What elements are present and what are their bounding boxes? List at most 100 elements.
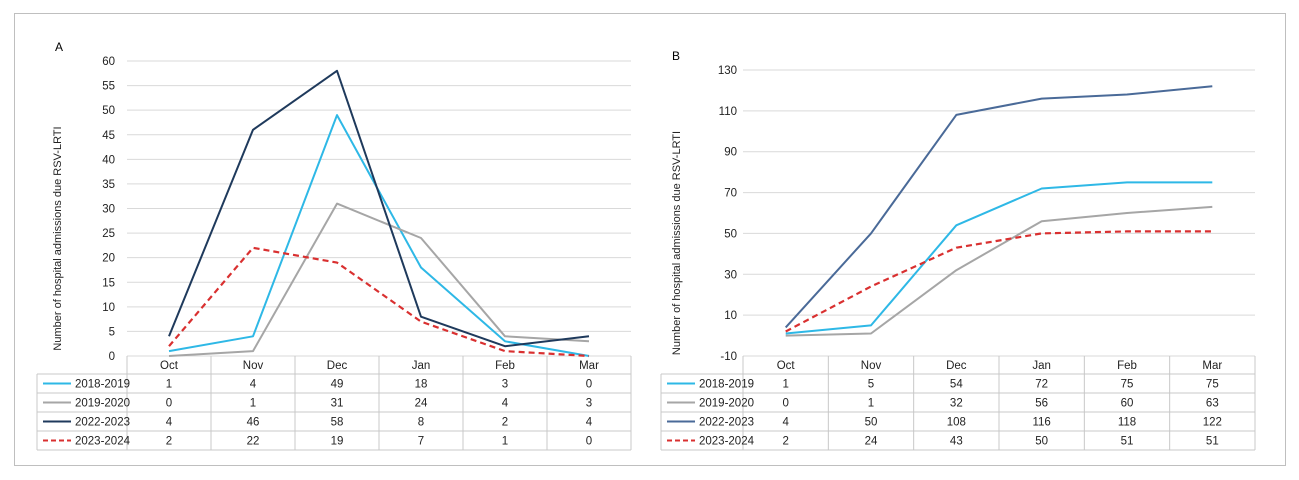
data-label-b-2: 118 xyxy=(1118,417,1136,429)
data-label-a-1: 31 xyxy=(331,398,344,410)
y-tick-label-b: 90 xyxy=(724,147,737,159)
data-label-b-1: 60 xyxy=(1121,398,1134,410)
figure-frame: A 0 5 10 15 20 25 30 35 40 45 50 55 60 Number of hospi… xyxy=(14,13,1286,466)
data-label-b-1: 1 xyxy=(868,398,874,410)
data-label-b-0: 75 xyxy=(1121,379,1134,391)
data-label-a-2: 4 xyxy=(166,417,173,429)
data-label-b-0: 75 xyxy=(1206,379,1219,391)
data-label-b-2: 116 xyxy=(1032,417,1050,429)
x-tick-label-a: Nov xyxy=(243,360,264,372)
y-tick-label-a: 55 xyxy=(102,81,115,93)
legend-label-b-3: 2023-2024 xyxy=(699,436,755,448)
series-line-b-2 xyxy=(784,85,1213,329)
legend-label-a-2: 2022-2023 xyxy=(75,417,130,429)
data-label-b-1: 0 xyxy=(782,398,788,410)
legend-label-b-2: 2022-2023 xyxy=(699,417,754,429)
data-label-a-0: 0 xyxy=(586,379,592,391)
data-label-a-0: 4 xyxy=(250,379,257,391)
data-label-b-3: 43 xyxy=(950,436,963,448)
data-label-a-1: 0 xyxy=(166,398,172,410)
data-label-b-0: 72 xyxy=(1035,379,1048,391)
series-line-b-0 xyxy=(785,181,1213,335)
y-tick-label-b: 10 xyxy=(724,310,737,322)
x-tick-label-b: Jan xyxy=(1032,360,1051,372)
y-tick-label-b: -10 xyxy=(720,351,737,363)
data-label-a-3: 22 xyxy=(247,436,260,448)
x-tick-label-a: Jan xyxy=(412,360,431,372)
data-label-a-3: 0 xyxy=(586,436,592,448)
data-label-a-2: 46 xyxy=(247,417,260,429)
series-line-a-1 xyxy=(168,202,590,357)
y-tick-label-a: 35 xyxy=(102,179,115,191)
y-tick-label-a: 40 xyxy=(102,154,115,166)
data-label-b-3: 50 xyxy=(1035,436,1048,448)
data-label-b-0: 1 xyxy=(782,379,788,391)
data-label-b-3: 24 xyxy=(865,436,878,448)
panel-label-b: B xyxy=(672,49,680,63)
data-label-b-2: 122 xyxy=(1203,417,1222,429)
x-tick-label-b: Nov xyxy=(861,360,882,372)
y-tick-label-a: 20 xyxy=(102,253,115,265)
data-label-b-2: 108 xyxy=(947,417,966,429)
y-tick-label-b: 70 xyxy=(724,188,737,200)
data-label-b-0: 5 xyxy=(868,379,874,391)
data-label-a-1: 1 xyxy=(250,398,256,410)
data-label-b-0: 54 xyxy=(950,379,963,391)
y-tick-label-a: 45 xyxy=(102,130,115,142)
series-line-b-1 xyxy=(785,205,1213,337)
y-tick-label-a: 0 xyxy=(109,351,115,363)
x-tick-label-b: Mar xyxy=(1202,360,1222,372)
x-tick-label-b: Dec xyxy=(946,360,967,372)
data-label-a-2: 4 xyxy=(586,417,593,429)
y-tick-label-b: 50 xyxy=(724,228,737,240)
y-tick-label-b: 130 xyxy=(718,65,737,77)
y-tick-label-a: 15 xyxy=(102,277,115,289)
x-tick-label-b: Feb xyxy=(1117,360,1137,372)
x-tick-label-a: Dec xyxy=(327,360,348,372)
data-label-a-1: 4 xyxy=(502,398,509,410)
y-axis-label-b: Number of hospital admissions due RSV-LR… xyxy=(671,131,683,355)
data-label-a-2: 8 xyxy=(418,417,424,429)
y-tick-label-a: 25 xyxy=(102,228,115,240)
data-label-a-0: 18 xyxy=(415,379,428,391)
data-label-a-0: 49 xyxy=(331,379,344,391)
y-tick-label-a: 10 xyxy=(102,302,115,314)
data-label-b-3: 51 xyxy=(1206,436,1219,448)
legend-label-a-1: 2019-2020 xyxy=(75,398,130,410)
y-tick-label-a: 50 xyxy=(102,105,115,117)
series-line-a-0 xyxy=(168,114,590,357)
data-label-a-3: 19 xyxy=(331,436,344,448)
data-label-a-3: 7 xyxy=(418,436,424,448)
y-tick-label-a: 5 xyxy=(109,326,115,338)
y-tick-label-a: 30 xyxy=(102,204,115,216)
y-tick-label-a: 60 xyxy=(102,56,115,68)
data-label-b-3: 51 xyxy=(1121,436,1134,448)
x-tick-label-a: Oct xyxy=(160,360,179,372)
data-label-a-2: 2 xyxy=(502,417,508,429)
data-label-b-2: 50 xyxy=(865,417,878,429)
data-label-a-0: 1 xyxy=(166,379,172,391)
legend-label-a-0: 2018-2019 xyxy=(75,379,130,391)
panel-label-a: A xyxy=(55,40,63,54)
series-line-b-3 xyxy=(785,230,1213,333)
series-line-a-2 xyxy=(168,69,590,348)
data-label-b-1: 56 xyxy=(1035,398,1048,410)
x-tick-label-a: Mar xyxy=(579,360,599,372)
data-label-b-1: 63 xyxy=(1206,398,1219,410)
data-label-b-3: 2 xyxy=(782,436,788,448)
data-label-b-1: 32 xyxy=(950,398,963,410)
y-tick-label-b: 30 xyxy=(724,269,737,281)
y-tick-label-b: 110 xyxy=(719,106,737,118)
data-label-a-3: 1 xyxy=(502,436,508,448)
legend-label-b-0: 2018-2019 xyxy=(699,379,754,391)
x-tick-label-b: Oct xyxy=(777,360,796,372)
data-label-a-1: 3 xyxy=(586,398,592,410)
data-label-b-2: 4 xyxy=(782,417,789,429)
data-label-a-0: 3 xyxy=(502,379,508,391)
legend-label-a-3: 2023-2024 xyxy=(75,436,131,448)
data-label-a-1: 24 xyxy=(415,398,428,410)
x-tick-label-a: Feb xyxy=(495,360,515,372)
